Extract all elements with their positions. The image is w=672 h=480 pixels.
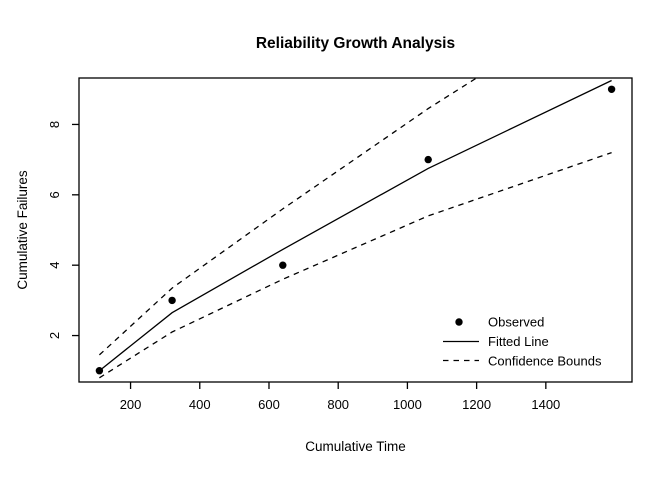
y-tick-label: 2 [47, 332, 62, 339]
x-axis-label: Cumulative Time [305, 439, 406, 454]
y-tick-label: 6 [47, 191, 62, 198]
y-tick-label: 8 [47, 121, 62, 128]
x-tick-label: 1400 [531, 397, 560, 412]
x-tick-label: 600 [258, 397, 280, 412]
y-axis-label: Cumulative Failures [15, 170, 30, 290]
legend: Observed Fitted Line Confidence Bounds [443, 315, 602, 369]
observed-data-point [168, 296, 176, 305]
legend-label-confidence-bounds: Confidence Bounds [488, 354, 602, 369]
legend-label-fitted-line: Fitted Line [488, 334, 549, 349]
x-tick-label: 800 [327, 397, 349, 412]
legend-marker-observed-icon [455, 318, 463, 326]
fitted-line [98, 79, 612, 372]
x-tick-label: 1000 [393, 397, 422, 412]
observed-data-point [607, 85, 616, 94]
confidence-bound-line [98, 78, 478, 356]
plot-border [78, 77, 633, 383]
observed-data-point [279, 261, 287, 269]
x-tick-label: 1200 [462, 397, 491, 412]
chart-title: Reliability Growth Analysis [256, 35, 455, 52]
y-tick-label: 4 [47, 262, 62, 269]
legend-label-observed: Observed [488, 315, 544, 330]
series [95, 78, 616, 379]
x-tick-label: 200 [120, 397, 142, 412]
confidence-bound-line [99, 151, 612, 379]
axes: 200 400 600 800 1000 1200 1400 2 4 6 8 [47, 121, 560, 412]
x-tick-label: 400 [189, 397, 211, 412]
observed-data-point [424, 155, 432, 164]
